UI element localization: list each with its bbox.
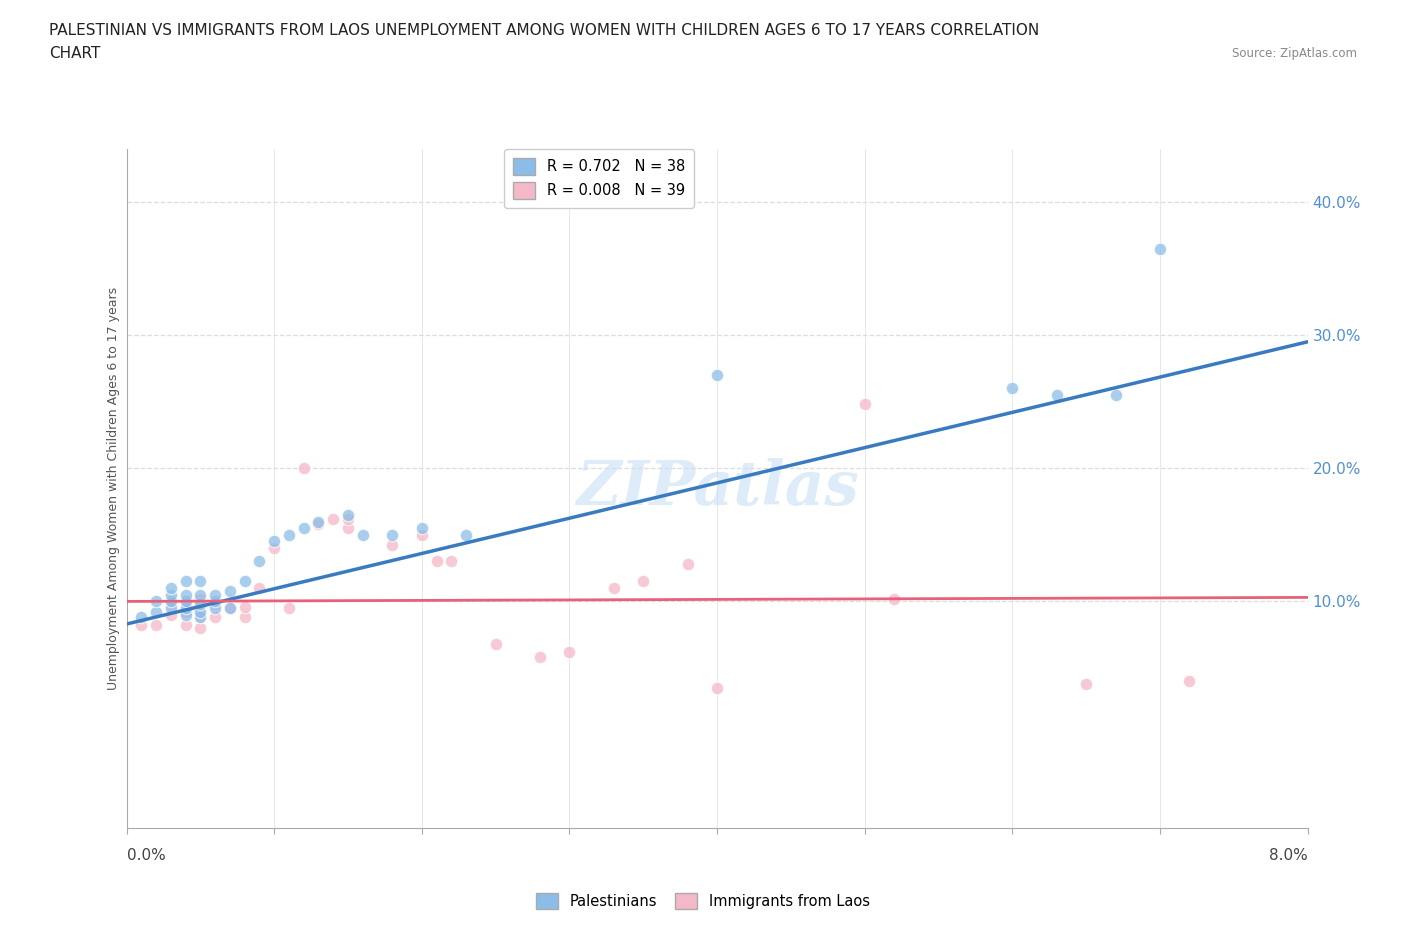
Point (263, 534, 285, 549)
Point (853, 397, 876, 412)
Point (352, 527, 374, 542)
Point (145, 618, 167, 632)
Text: Source: ZipAtlas.com: Source: ZipAtlas.com (1232, 46, 1357, 60)
Point (188, 574, 211, 589)
Point (188, 610, 211, 625)
Point (307, 514, 329, 529)
Point (1076, 676, 1098, 691)
Point (292, 461, 315, 476)
Point (676, 557, 699, 572)
Point (174, 607, 197, 622)
Point (484, 636, 508, 651)
Point (204, 588, 226, 603)
Point (219, 583, 242, 598)
Point (204, 594, 226, 609)
Point (204, 597, 226, 612)
Point (145, 594, 167, 609)
Point (706, 681, 728, 696)
Point (233, 574, 256, 589)
Text: 0.0%: 0.0% (127, 848, 166, 863)
Point (188, 610, 211, 625)
Point (1045, 388, 1069, 403)
Point (381, 527, 404, 542)
Point (603, 580, 626, 595)
Point (337, 512, 360, 526)
Point (188, 601, 211, 616)
Point (204, 610, 226, 625)
Point (411, 527, 433, 542)
Point (1178, 674, 1201, 689)
Point (633, 574, 655, 589)
Point (247, 580, 270, 595)
Point (160, 588, 183, 603)
Point (558, 644, 581, 659)
Text: ZIPatlas: ZIPatlas (575, 458, 859, 518)
Point (188, 591, 211, 606)
Point (160, 597, 183, 612)
Point (188, 588, 211, 603)
Point (160, 607, 183, 622)
Point (233, 599, 256, 614)
Point (1149, 241, 1171, 256)
Point (174, 597, 197, 612)
Point (129, 610, 153, 625)
Point (1105, 388, 1128, 403)
Text: 8.0%: 8.0% (1268, 848, 1308, 863)
Point (706, 367, 728, 382)
Point (204, 601, 226, 616)
Y-axis label: Unemployment Among Women with Children Ages 6 to 17 years: Unemployment Among Women with Children A… (107, 286, 120, 690)
Point (145, 604, 167, 619)
Point (188, 597, 211, 612)
Point (1001, 381, 1024, 396)
Point (247, 554, 270, 569)
Point (411, 521, 433, 536)
Point (174, 588, 197, 603)
Point (174, 601, 197, 616)
Point (160, 580, 183, 595)
Point (322, 512, 344, 526)
Point (337, 521, 360, 536)
Legend: Palestinians, Immigrants from Laos: Palestinians, Immigrants from Laos (530, 887, 876, 915)
Point (307, 517, 329, 532)
Point (278, 527, 301, 542)
Point (529, 650, 551, 665)
Point (160, 601, 183, 616)
Point (219, 601, 242, 616)
Point (174, 618, 197, 632)
Point (292, 521, 315, 536)
Point (233, 610, 256, 625)
Point (337, 508, 360, 523)
Point (454, 527, 477, 542)
Point (425, 554, 447, 569)
Point (263, 540, 285, 555)
Point (174, 574, 197, 589)
Point (883, 591, 905, 606)
Point (174, 604, 197, 619)
Point (188, 620, 211, 635)
Point (129, 618, 153, 632)
Point (188, 604, 211, 619)
Point (381, 538, 404, 553)
Text: CHART: CHART (49, 46, 101, 61)
Point (160, 594, 183, 609)
Text: PALESTINIAN VS IMMIGRANTS FROM LAOS UNEMPLOYMENT AMONG WOMEN WITH CHILDREN AGES : PALESTINIAN VS IMMIGRANTS FROM LAOS UNEM… (49, 23, 1039, 38)
Point (278, 601, 301, 616)
Point (174, 594, 197, 609)
Point (219, 601, 242, 616)
Legend: R = 0.702   N = 38, R = 0.008   N = 39: R = 0.702 N = 38, R = 0.008 N = 39 (505, 150, 693, 207)
Point (440, 554, 463, 569)
